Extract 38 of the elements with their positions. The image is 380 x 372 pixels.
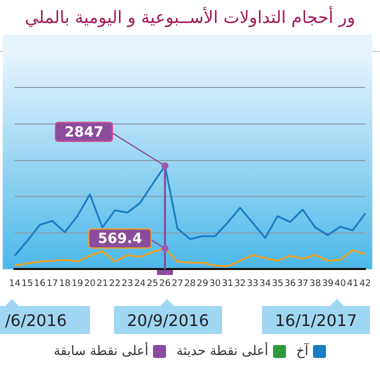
x-tick-label: 29 — [196, 278, 209, 289]
x-tick-label: 17 — [46, 278, 58, 289]
x-tick-label: 20 — [84, 278, 96, 289]
x-tick-label: 32 — [234, 278, 246, 289]
x-tick-label: 41 — [347, 278, 358, 289]
x-tick-label: 26 — [159, 278, 171, 289]
x-tick-label: 31 — [222, 278, 234, 289]
x-tick-label: 19 — [72, 278, 84, 289]
x-tick-label: 42 — [360, 278, 371, 289]
text: 20/9/2016 — [114, 306, 222, 334]
data-label: 569.4 — [98, 231, 142, 248]
x-tick-label: 30 — [209, 278, 222, 289]
text: آخ — [296, 344, 308, 359]
x-tick-label: 33 — [246, 278, 258, 289]
x-tick-label: 34 — [259, 278, 272, 289]
x-tick-label: 16 — [34, 278, 46, 289]
x-tick-label: 27 — [172, 278, 184, 289]
text: 16/1/2017 — [262, 306, 370, 334]
x-tick-label: 38 — [309, 278, 322, 289]
x-tick-label: 24 — [134, 278, 146, 289]
x-tick-label: 15 — [22, 278, 33, 289]
x-tick-label: 21 — [96, 278, 108, 289]
text: أعلى نقطة حديثة — [176, 344, 268, 359]
x-tick-label: 25 — [146, 278, 158, 289]
x-tick-label: 37 — [296, 278, 308, 289]
text: /6/2016 — [0, 306, 90, 334]
x-tick-label: 40 — [334, 278, 346, 289]
x-tick-label: 39 — [322, 278, 334, 289]
x-tick-label: 35 — [272, 278, 284, 289]
text: أعلى نقطة سابقة — [54, 344, 148, 359]
x-tick-label: 18 — [59, 278, 71, 289]
x-tick-label: 23 — [122, 278, 134, 289]
x-tick-label: 14 — [9, 278, 21, 289]
chart-title: ور أحجام التداولات الأســبوعية و اليومية بالملي — [24, 8, 356, 28]
x-tick-label: 22 — [109, 278, 121, 289]
x-tick-label: 36 — [284, 278, 296, 289]
data-label: 2847 — [64, 124, 104, 140]
x-tick-label: 28 — [184, 278, 196, 289]
